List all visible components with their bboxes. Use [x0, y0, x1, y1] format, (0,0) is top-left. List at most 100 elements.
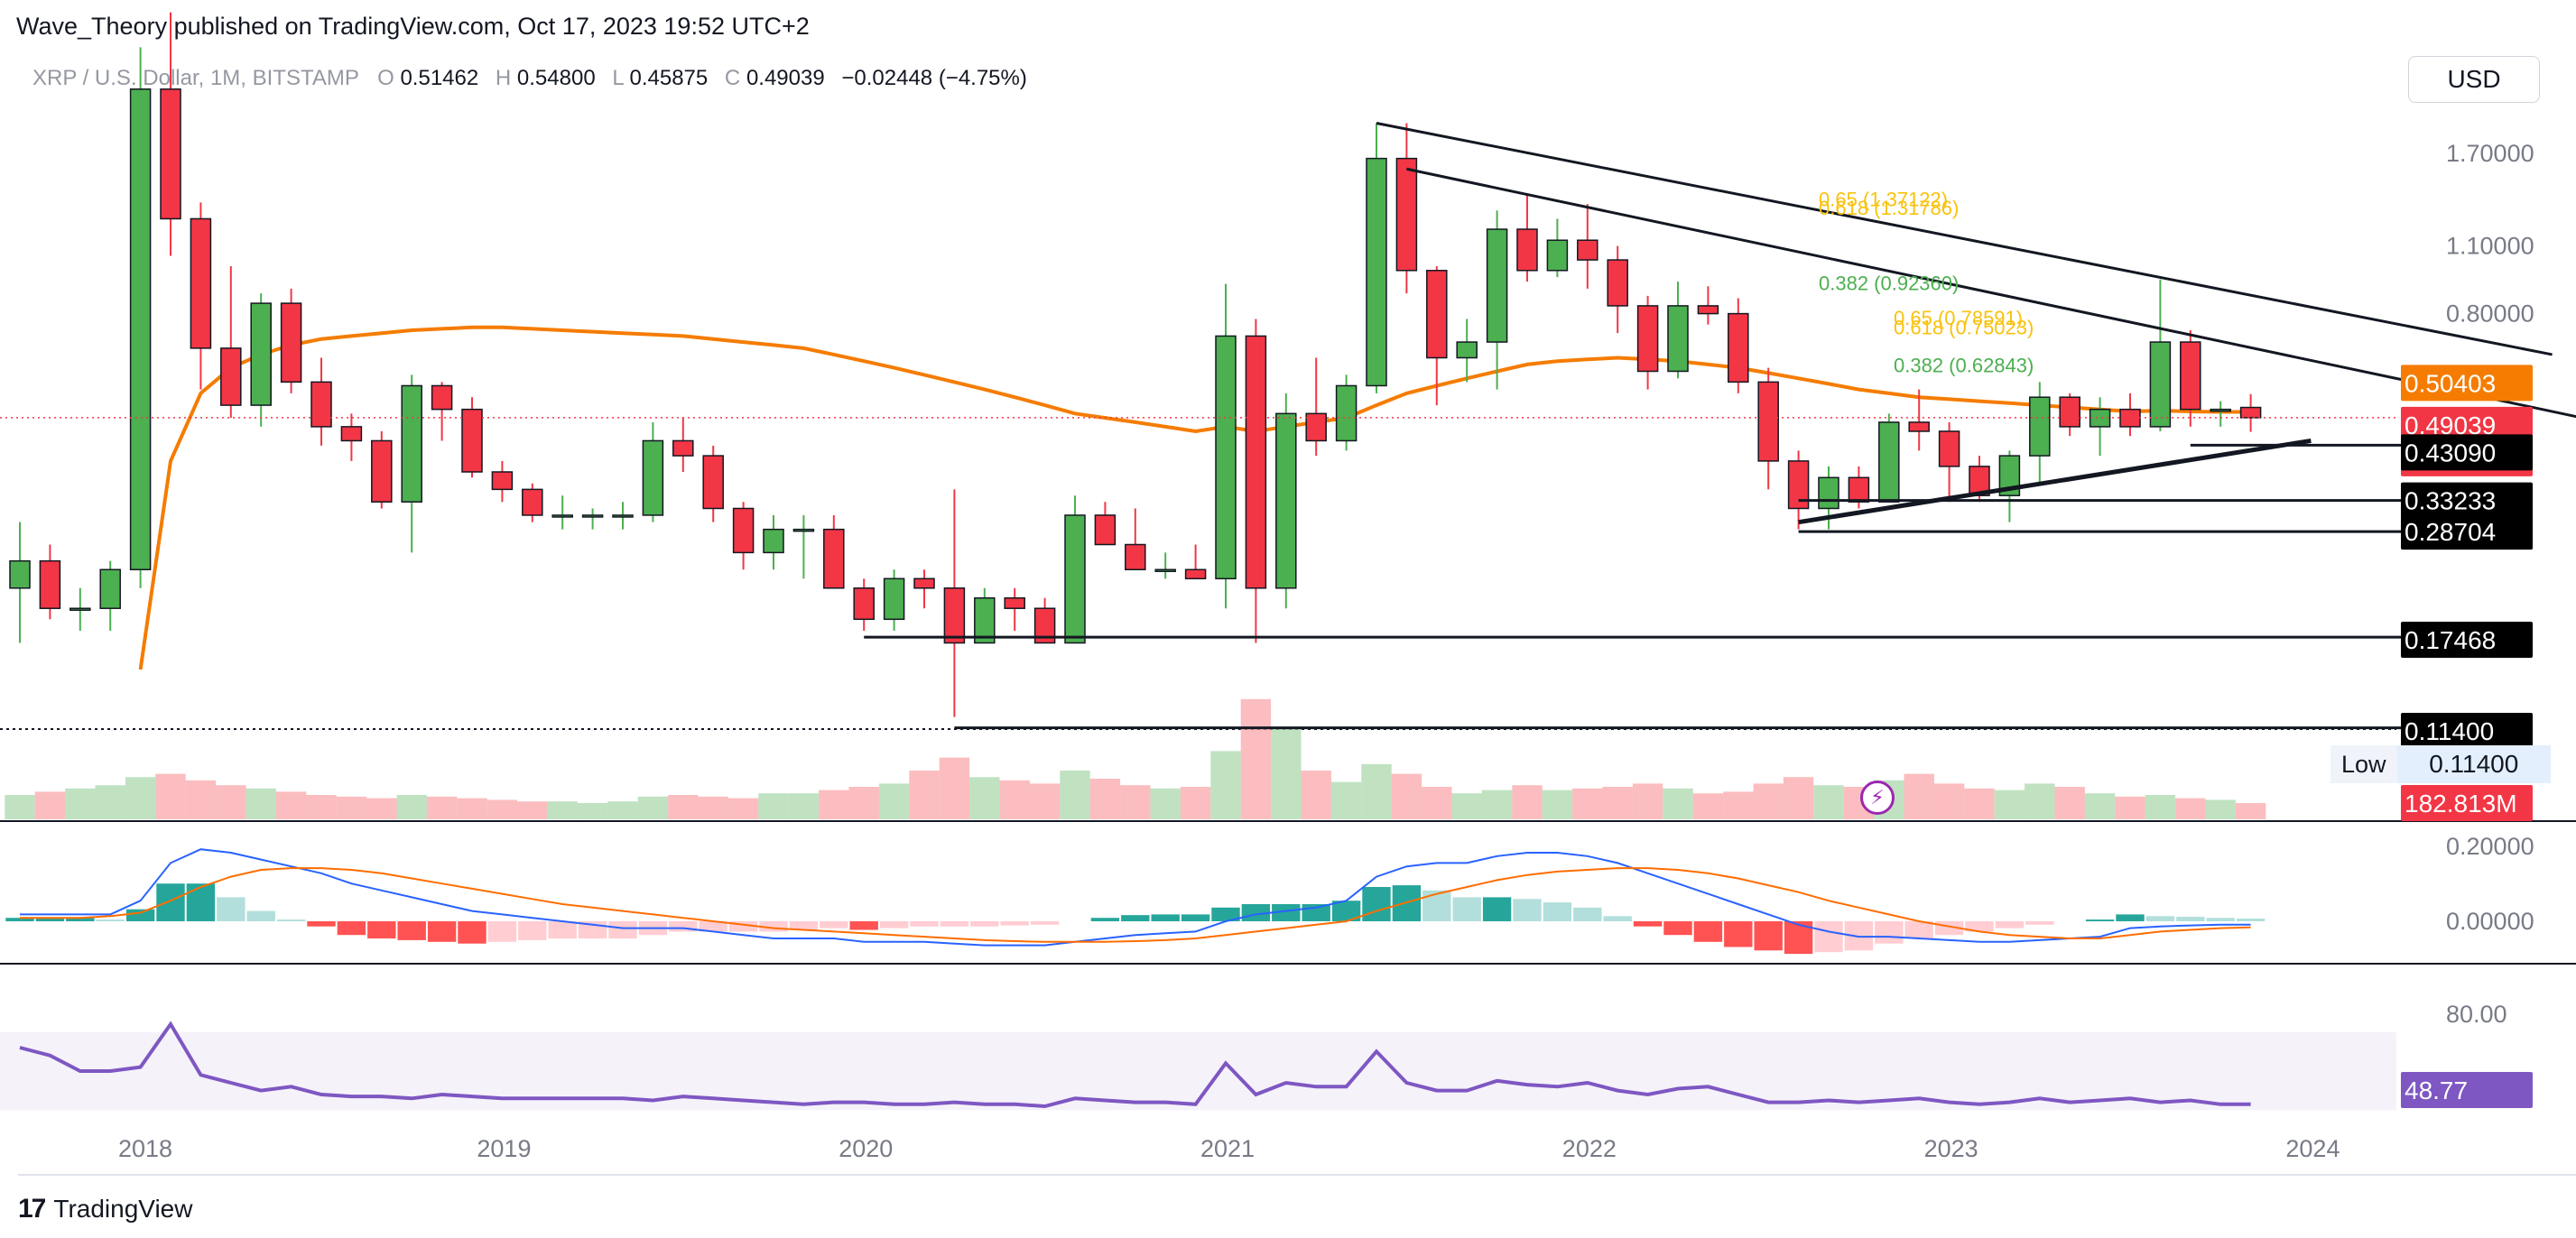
volume-bar [2235, 803, 2266, 819]
rsi-value-tag: 48.77 [2401, 1072, 2533, 1108]
volume-bar [1451, 793, 1482, 819]
low-label: Low [2330, 745, 2397, 783]
volume-bar [939, 757, 970, 819]
macd-histogram-bar [1422, 890, 1451, 921]
support-level-tag-text: 0.43090 [2405, 439, 2496, 467]
volume-bar [637, 796, 669, 819]
candle [1245, 319, 1267, 643]
volume-bar [1120, 785, 1151, 819]
macd-histogram-bar [96, 919, 125, 921]
macd-histogram-bar [5, 918, 34, 921]
volume-bar [275, 791, 307, 819]
candle [1395, 123, 1418, 294]
legend-low-label: L [612, 66, 624, 90]
macd-histogram-bar [1331, 901, 1361, 921]
macd-histogram-bar [1241, 904, 1271, 921]
volume-bar [1753, 783, 1784, 819]
candle-body [220, 347, 242, 406]
candle [1033, 597, 1056, 644]
candle [581, 508, 604, 530]
candle [9, 522, 31, 643]
candle [1305, 357, 1327, 457]
candle-body [1456, 341, 1478, 359]
volume-bar [1089, 779, 1121, 819]
candle [974, 587, 996, 644]
volume-bar [819, 790, 849, 819]
candle [39, 544, 61, 620]
volume-bar [185, 780, 217, 819]
support-level-tag: 0.33233 [2401, 482, 2533, 519]
candle-body [2089, 408, 2111, 428]
lightning-icon[interactable]: ⚡ [1860, 781, 1895, 815]
tradingview-logo[interactable]: 17 TradingView [18, 1191, 192, 1227]
volume-bar [1210, 751, 1241, 819]
macd-histogram-bar [246, 910, 275, 921]
candle-body [310, 381, 332, 428]
legend-open-label: O [377, 66, 394, 90]
candle-body [581, 514, 604, 518]
volume-bar [999, 780, 1030, 819]
candle [1607, 245, 1628, 334]
time-axis[interactable]: 20182019202020212022202320242025 [118, 1135, 2576, 1162]
volume-bar [1933, 783, 1965, 819]
rsi-tick: 80.00 [2446, 1001, 2507, 1028]
candles-layer[interactable] [9, 12, 2262, 717]
volume-bar [486, 799, 518, 819]
volume-bar [1301, 771, 1331, 819]
candle [612, 502, 634, 530]
volume-bar [2145, 795, 2176, 819]
candle-body [943, 587, 966, 644]
macd-histogram-bar [1211, 907, 1240, 921]
candle-body [913, 577, 935, 589]
volume-bar [1180, 787, 1211, 819]
candle [1908, 389, 1930, 451]
candle [672, 418, 694, 472]
macd-histogram-bar [879, 921, 909, 928]
candle-body [129, 88, 152, 571]
volume-bar [1060, 771, 1090, 819]
support-level-tag-bg [2401, 434, 2533, 471]
candle [371, 430, 393, 509]
macd-histogram-bar [1693, 921, 1723, 942]
candle [1094, 502, 1117, 546]
candle [220, 266, 242, 419]
legend-close-label: C [725, 66, 740, 90]
candle [2239, 393, 2262, 432]
candle-body [1125, 543, 1146, 571]
candle-body [39, 559, 61, 609]
candle [461, 397, 483, 478]
macd-histogram-bar [789, 921, 819, 930]
volume-bar [1904, 773, 1934, 819]
support-level-tag: 0.28704 [2401, 513, 2533, 550]
volume-bar [577, 803, 608, 819]
candle [823, 514, 845, 589]
support-level-tag-text: 0.28704 [2405, 518, 2496, 546]
macd-histogram-bar [1724, 921, 1753, 947]
support-level-tag-text: 0.11400 [2405, 717, 2494, 745]
legend-open-value: 0.51462 [400, 66, 478, 90]
candle-body [401, 384, 422, 503]
candle-body [1697, 305, 1719, 315]
candle-body [1728, 312, 1749, 383]
volume-bar [668, 795, 699, 819]
volume-bar [1029, 783, 1061, 819]
moving-average-layer [138, 325, 2251, 670]
volume-bar [2054, 787, 2085, 819]
macd-signal-line [20, 867, 2251, 943]
macd-tick: 0.20000 [2446, 833, 2534, 860]
macd-histogram-bar [2236, 918, 2266, 921]
candle-body [732, 507, 755, 554]
currency-button[interactable]: USD [2408, 56, 2540, 103]
candle-body [340, 426, 363, 442]
candle-body [1818, 476, 1839, 510]
candle-body [1275, 412, 1297, 589]
macd-histogram-bar [1875, 921, 1904, 944]
rsi-value-tag-bg [2401, 1072, 2533, 1108]
macd-histogram-bar [1814, 921, 1843, 953]
macd-tick: 0.00000 [2446, 908, 2534, 935]
macd-histogram-bar [1452, 897, 1481, 921]
candle-body [190, 217, 212, 349]
volume-bar [5, 795, 35, 819]
